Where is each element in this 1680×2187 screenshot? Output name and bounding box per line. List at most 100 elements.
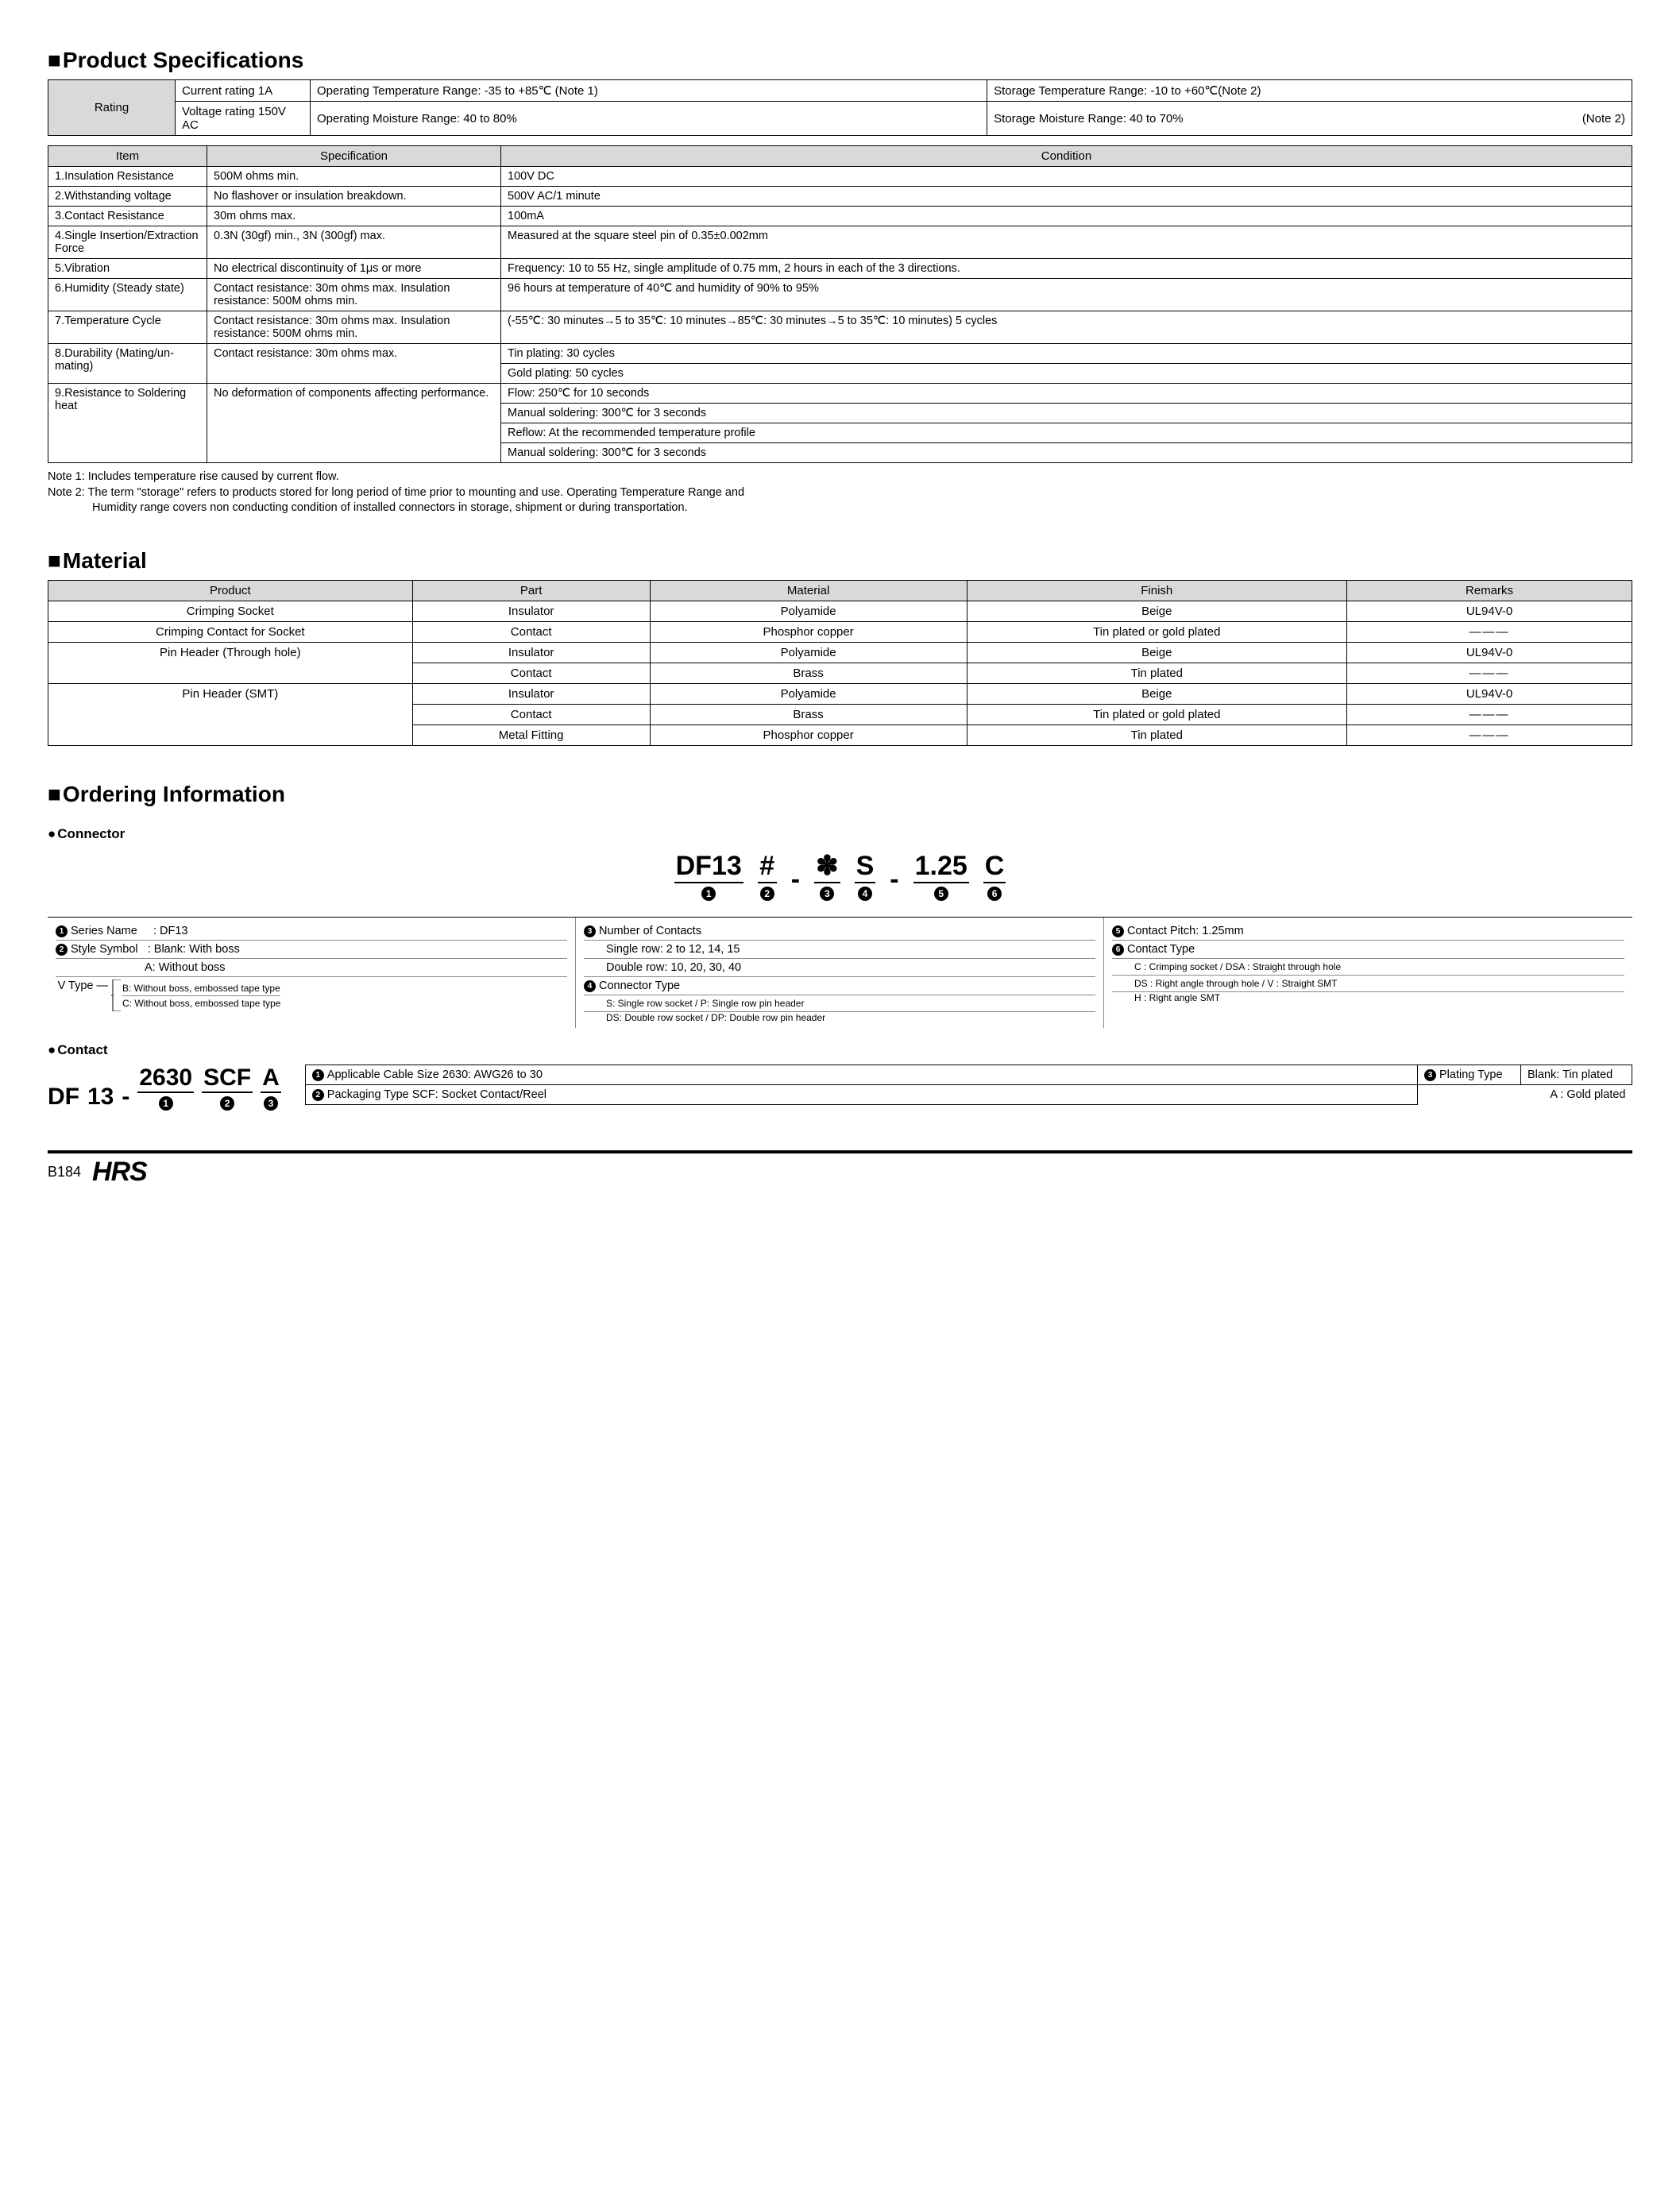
contact-formula: DF 13 - 26301 SCF2 A3 — [48, 1065, 281, 1111]
value: C : Crimping socket / DSA : Straight thr… — [1112, 959, 1624, 976]
mat-cell: UL94V-0 — [1347, 601, 1632, 621]
ordering-col-3: 5Contact Pitch: 1.25mm 6Contact Type C :… — [1104, 918, 1632, 1028]
circ-2-icon: 2 — [220, 1096, 234, 1111]
circ-2-icon: 2 — [56, 944, 68, 956]
mat-cell: Pin Header (Through hole) — [48, 642, 413, 683]
value: C: Without boss, embossed tape type — [122, 996, 280, 1009]
notes-block: Note 1: Includes temperature rise caused… — [48, 469, 1632, 516]
contact-r2b: A : Gold plated — [1521, 1085, 1632, 1105]
circ-6-icon: 6 — [1112, 944, 1124, 956]
label: V Type — — [56, 980, 111, 992]
spec-cond: 100V DC — [501, 167, 1632, 187]
spec-item: 9.Resistance to Soldering heat — [48, 384, 207, 463]
circ-1-icon: 1 — [701, 887, 716, 901]
contact-table: 1Applicable Cable Size 2630: AWG26 to 30… — [305, 1065, 1632, 1105]
circ-2-icon: 2 — [312, 1089, 324, 1101]
contact-r2a: Packaging Type SCF: Socket Contact/Reel — [327, 1088, 546, 1101]
mat-cell: Contact — [412, 704, 650, 724]
mat-head-material: Material — [650, 580, 967, 601]
label: Connector Type — [599, 980, 680, 992]
circ-6-icon: 6 — [987, 887, 1002, 901]
spec-item: 4.Single Insertion/Extraction Force — [48, 226, 207, 259]
circ-1-icon: 1 — [159, 1096, 173, 1111]
mat-head-product: Product — [48, 580, 413, 601]
value: H : Right angle SMT — [1112, 992, 1624, 1003]
mat-cell: Tin plated or gold plated — [967, 621, 1347, 642]
value: DS : Right angle through hole / V : Stra… — [1112, 976, 1624, 992]
mat-cell: Pin Header (SMT) — [48, 683, 413, 745]
ordering-col-1: 1Series Name : DF13 2Style Symbol : Blan… — [48, 918, 576, 1028]
order-dash: - — [791, 858, 800, 901]
note-2a: Note 2: The term "storage" refers to pro… — [48, 485, 1632, 501]
contact-r1a: Applicable Cable Size 2630: AWG26 to 30 — [327, 1068, 543, 1081]
mat-cell: Insulator — [412, 642, 650, 663]
value: : Blank: With boss — [148, 943, 240, 956]
rating-st-moist-val: Storage Moisture Range: 40 to 70% — [994, 112, 1183, 126]
spec-cond: Reflow: At the recommended temperature p… — [501, 423, 1632, 443]
spec-item: 3.Contact Resistance — [48, 207, 207, 226]
label: Style Symbol — [71, 943, 138, 956]
spec-spec: Contact resistance: 30m ohms max. Insula… — [207, 279, 501, 311]
spec-spec: 30m ohms max. — [207, 207, 501, 226]
circ-3-icon: 3 — [1424, 1069, 1436, 1081]
circ-3-icon: 3 — [820, 887, 834, 901]
mat-head-finish: Finish — [967, 580, 1347, 601]
spec-cond: Gold plating: 50 cycles — [501, 364, 1632, 384]
mat-cell: ——— — [1347, 704, 1632, 724]
circ-5-icon: 5 — [1112, 925, 1124, 937]
value: : DF13 — [153, 925, 188, 937]
rating-op-moist: Operating Moisture Range: 40 to 80% — [311, 102, 987, 136]
mat-cell: ——— — [1347, 724, 1632, 745]
contact-p1: 2630 — [137, 1065, 194, 1093]
section-title-ordering: Ordering Information — [48, 782, 1632, 807]
formula-p6: C — [983, 850, 1006, 884]
circ-3-icon: 3 — [584, 925, 596, 937]
ordering-columns: 1Series Name : DF13 2Style Symbol : Blan… — [48, 917, 1632, 1028]
circ-2-icon: 2 — [760, 887, 774, 901]
dash: - — [122, 1084, 129, 1111]
mat-cell: Metal Fitting — [412, 724, 650, 745]
sub-title-connector: Connector — [48, 826, 1632, 842]
spec-spec: 500M ohms min. — [207, 167, 501, 187]
spec-cond: Manual soldering: 300℃ for 3 seconds — [501, 404, 1632, 423]
mat-cell: Brass — [650, 704, 967, 724]
page-number: B184 — [48, 1164, 81, 1180]
contact-r1c: Blank: Tin plated — [1521, 1065, 1632, 1085]
label: Series Name — [71, 925, 137, 937]
value: Double row: 10, 20, 30, 40 — [584, 959, 1095, 977]
spec-cond: Frequency: 10 to 55 Hz, single amplitude… — [501, 259, 1632, 279]
circ-5-icon: 5 — [934, 887, 948, 901]
value: DS: Double row socket / DP: Double row p… — [584, 1012, 1095, 1023]
circ-3-icon: 3 — [264, 1096, 278, 1111]
contact-p0: DF — [48, 1084, 79, 1111]
mat-cell: Beige — [967, 683, 1347, 704]
spec-item: 5.Vibration — [48, 259, 207, 279]
mat-cell: Phosphor copper — [650, 724, 967, 745]
mat-cell: Beige — [967, 601, 1347, 621]
mat-cell: Tin plated or gold plated — [967, 704, 1347, 724]
order-dash: - — [890, 858, 898, 901]
spec-spec: No electrical discontinuity of 1μs or mo… — [207, 259, 501, 279]
mat-cell: Polyamide — [650, 601, 967, 621]
contact-p3: A — [261, 1065, 281, 1093]
material-table: Product Part Material Finish Remarks Cri… — [48, 580, 1632, 746]
value: Single row: 2 to 12, 14, 15 — [584, 941, 1095, 959]
formula-p1: DF13 — [674, 850, 743, 884]
spec-cond: Manual soldering: 300℃ for 3 seconds — [501, 443, 1632, 463]
value: S: Single row socket / P: Single row pin… — [584, 995, 1095, 1012]
mat-cell: Insulator — [412, 683, 650, 704]
rating-head: Rating — [48, 80, 176, 136]
label: Number of Contacts — [599, 925, 701, 937]
hrs-logo: HRS — [92, 1157, 147, 1188]
circ-1-icon: 1 — [312, 1069, 324, 1081]
mat-cell: Crimping Socket — [48, 601, 413, 621]
mat-cell: ——— — [1347, 663, 1632, 683]
mat-cell: Insulator — [412, 601, 650, 621]
mat-cell: Tin plated — [967, 663, 1347, 683]
contact-block: DF 13 - 26301 SCF2 A3 1Applicable Cable … — [48, 1065, 1632, 1111]
rating-current: Current rating 1A — [176, 80, 311, 102]
mat-cell: UL94V-0 — [1347, 683, 1632, 704]
spec-cond: Tin plating: 30 cycles — [501, 344, 1632, 364]
note-2b: Humidity range covers non conducting con… — [48, 500, 1632, 516]
note-1: Note 1: Includes temperature rise caused… — [48, 469, 1632, 485]
